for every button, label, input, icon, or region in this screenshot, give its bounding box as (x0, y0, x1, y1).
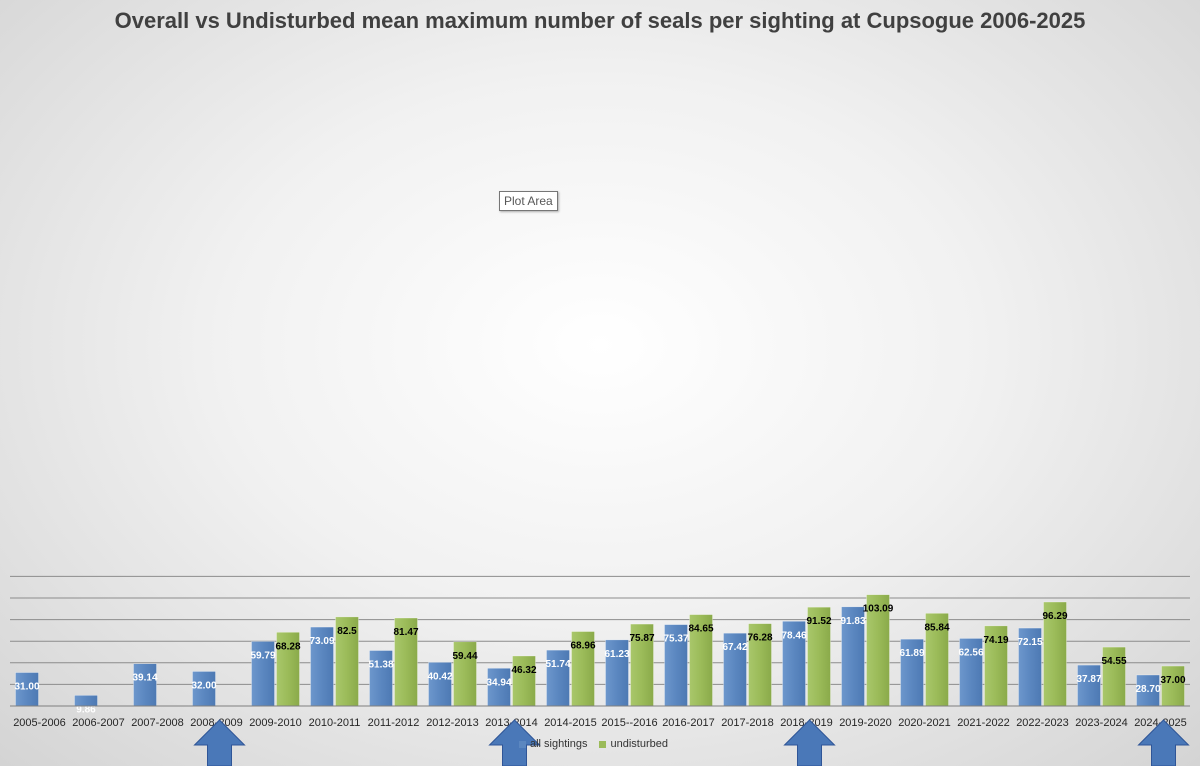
x-tick-label: 2009-2010 (249, 717, 302, 729)
legend-swatch-all-sightings (519, 740, 526, 748)
data-label: 85.84 (924, 622, 949, 633)
data-label: 76.28 (747, 633, 772, 644)
data-label: 37.87 (1076, 674, 1101, 685)
data-label: 54.55 (1101, 656, 1126, 667)
data-label: 78.46 (781, 630, 806, 641)
data-label: 46.32 (511, 665, 536, 676)
data-label: 81.47 (393, 627, 418, 638)
data-label: 67.42 (722, 642, 747, 653)
data-label: 75.37 (663, 634, 688, 645)
data-label: 37.00 (1160, 675, 1185, 686)
legend-entry-all-sightings[interactable]: all sightings (519, 738, 587, 750)
data-label: 51.74 (545, 659, 570, 670)
legend-swatch-undisturbed (599, 740, 607, 748)
x-tick-label: 2005-2006 (13, 717, 66, 729)
x-tick-label: 2012-2013 (426, 717, 479, 729)
x-tick-label: 2022-2023 (1016, 717, 1069, 729)
data-label: 68.96 (570, 641, 595, 652)
data-label: 40.42 (427, 671, 452, 682)
bars-group (15, 594, 1185, 707)
data-label: 28.70 (1135, 684, 1160, 695)
data-label: 96.29 (1042, 611, 1067, 622)
data-label: 91.52 (806, 616, 831, 627)
data-label: 103.09 (863, 604, 894, 615)
chart-title: Overall vs Undisturbed mean maximum numb… (114, 8, 1086, 33)
x-tick-label: 2014-2015 (544, 717, 597, 729)
data-label: 61.23 (604, 649, 629, 660)
x-tick-label: 2006-2007 (72, 717, 125, 729)
x-tick-label: 2010-2011 (309, 717, 361, 729)
gridlines (10, 575, 1190, 685)
data-label: 34.94 (486, 677, 511, 688)
x-tick-label: 2015--2016 (601, 717, 657, 729)
legend-label-all-sightings: all sightings (530, 738, 588, 750)
x-tick-label: 2017-2018 (721, 717, 774, 729)
data-label: 9.86 (76, 704, 96, 715)
up-arrow-icon (488, 719, 541, 766)
data-label: 59.44 (452, 651, 477, 662)
x-axis: 2005-20062006-20072007-20082008-20092009… (10, 705, 1190, 729)
up-arrow-icon (193, 719, 246, 766)
data-label: 31.00 (14, 682, 39, 693)
data-label: 91.83 (840, 616, 865, 627)
data-label: 82.5 (337, 626, 357, 637)
data-label: 51.38 (368, 660, 393, 671)
bar-all-sightings[interactable] (133, 663, 157, 707)
value-labels: 31.00 9.86 39.14 32.00 59.79 73.09 51.38 40.42 3… (14, 604, 1185, 716)
data-label: 73.09 (309, 636, 334, 647)
x-tick-label: 2007-2008 (131, 717, 184, 729)
bar-undisturbed[interactable] (512, 655, 536, 707)
up-arrow-icon (1137, 719, 1190, 766)
legend-label-undisturbed: undisturbed (610, 738, 668, 750)
data-label: 68.28 (275, 641, 300, 652)
annotation-arrows (193, 719, 1190, 766)
data-label: 61.89 (899, 648, 924, 659)
data-label: 62.56 (958, 647, 983, 658)
data-label: 75.87 (629, 633, 654, 644)
x-tick-label: 2019-2020 (839, 717, 892, 729)
data-label: 84.65 (688, 624, 713, 635)
x-tick-label: 2011-2012 (368, 717, 420, 729)
x-tick-label: 2023-2024 (1075, 717, 1128, 729)
legend[interactable]: all sightings undisturbed (519, 738, 668, 750)
bar-all-sightings[interactable] (428, 662, 452, 707)
bar-all-sightings[interactable] (1077, 664, 1101, 707)
data-label: 74.19 (983, 635, 1008, 646)
legend-entry-undisturbed[interactable]: undisturbed (599, 738, 668, 750)
up-arrow-icon (783, 719, 836, 766)
data-label: 39.14 (132, 673, 157, 684)
plot-area-tooltip: Plot Area (499, 191, 558, 211)
x-tick-label: 2016-2017 (662, 717, 715, 729)
data-label: 72.15 (1017, 637, 1042, 648)
x-tick-label: 2021-2022 (957, 717, 1010, 729)
x-tick-label: 2020-2021 (898, 717, 951, 729)
data-label: 59.79 (250, 650, 275, 661)
data-label: 32.00 (191, 680, 216, 691)
